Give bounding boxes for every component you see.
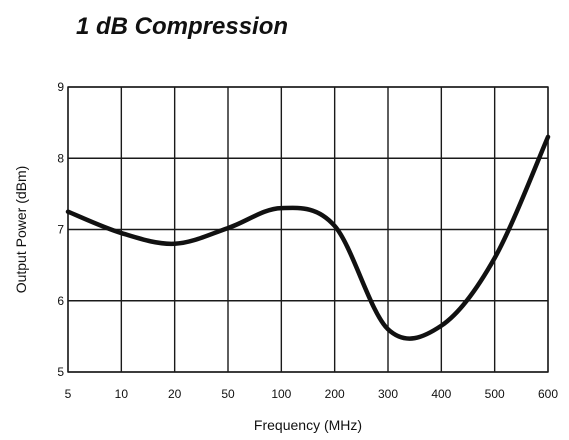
x-tick-label: 200 bbox=[325, 387, 345, 401]
plot-frame bbox=[67, 86, 549, 373]
x-tick-label: 300 bbox=[378, 387, 398, 401]
tick-labels: 5 10 20 50 100 200 300 400 500 600 5 6 7 8 9 bbox=[57, 80, 558, 401]
x-tick-label: 5 bbox=[65, 387, 72, 401]
y-tick-label: 5 bbox=[57, 365, 64, 379]
x-tick-label: 20 bbox=[168, 387, 182, 401]
x-tick-label: 600 bbox=[538, 387, 558, 401]
y-tick-label: 8 bbox=[57, 151, 64, 165]
y-tick-label: 6 bbox=[57, 294, 64, 308]
x-tick-label: 10 bbox=[115, 387, 129, 401]
x-tick-label: 100 bbox=[271, 387, 291, 401]
y-tick-label: 7 bbox=[57, 223, 64, 237]
x-tick-label: 500 bbox=[485, 387, 505, 401]
grid bbox=[67, 86, 549, 373]
chart-title: 1 dB Compression bbox=[76, 13, 288, 40]
x-tick-label: 400 bbox=[431, 387, 451, 401]
y-axis-label: Output Power (dBm) bbox=[13, 166, 29, 294]
x-tick-label: 50 bbox=[221, 387, 235, 401]
y-tick-label: 9 bbox=[57, 80, 64, 94]
x-axis-label: Frequency (MHz) bbox=[254, 417, 362, 433]
series-line-output-power bbox=[65, 134, 551, 341]
